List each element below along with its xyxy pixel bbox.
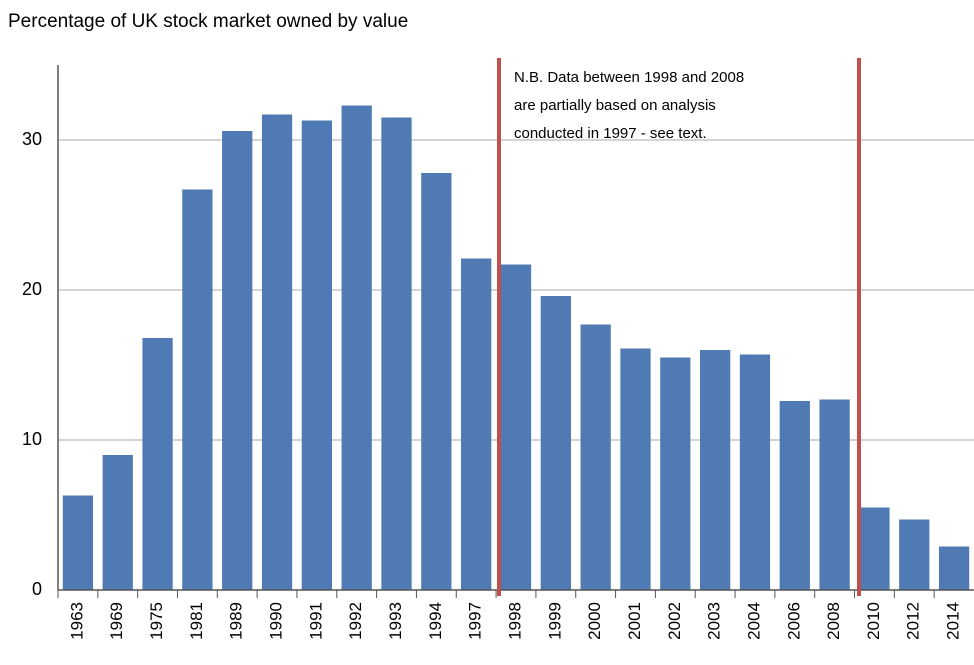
y-tick-label: 10 xyxy=(22,429,42,449)
x-tick-label: 2002 xyxy=(665,602,684,640)
chart-title: Percentage of UK stock market owned by v… xyxy=(8,11,408,32)
x-tick-label: 1997 xyxy=(466,602,485,640)
bar xyxy=(580,324,611,590)
x-tick-label: 2008 xyxy=(824,602,843,640)
bar xyxy=(341,105,372,590)
bar xyxy=(500,264,532,590)
annotation: N.B. Data between 1998 and 2008 xyxy=(514,69,744,86)
x-tick-label: 2006 xyxy=(784,602,803,640)
bar xyxy=(819,399,850,590)
x-tick-label: 1975 xyxy=(147,602,166,640)
x-tick-label: 1992 xyxy=(346,602,365,640)
y-tick-label: 30 xyxy=(22,129,42,149)
x-tick-label: 2001 xyxy=(625,602,644,640)
bar xyxy=(381,117,412,590)
bar xyxy=(461,258,492,590)
bar xyxy=(540,296,571,590)
x-tick-label: 2012 xyxy=(904,602,923,640)
y-tick-label: 0 xyxy=(32,579,42,599)
x-tick-label: 2004 xyxy=(744,602,763,640)
bar xyxy=(301,120,333,590)
bar xyxy=(222,131,253,590)
bar xyxy=(699,350,731,590)
bar xyxy=(261,114,293,590)
x-tick-label: 2014 xyxy=(944,602,963,640)
bar xyxy=(938,546,970,590)
bar xyxy=(660,357,691,590)
x-tick-label: 1990 xyxy=(267,602,286,640)
x-tick-label: 1989 xyxy=(227,602,246,640)
x-tick-label: 2000 xyxy=(585,602,604,640)
x-tick-label: 2003 xyxy=(705,602,724,640)
bar xyxy=(421,173,452,590)
x-tick-label: 1994 xyxy=(426,602,445,640)
x-tick-label: 2010 xyxy=(864,602,883,640)
annotation: conducted in 1997 - see text. xyxy=(514,125,707,142)
x-tick-label: 1999 xyxy=(545,602,564,640)
bar xyxy=(102,455,133,590)
plot-area: 0 10 20 30 1963 1969 1975 1981 1989 1990 1991 1992 1… xyxy=(22,65,974,640)
y-tick-label: 20 xyxy=(22,279,42,299)
bar xyxy=(182,189,213,590)
x-tick-label: 1993 xyxy=(386,602,405,640)
x-tick-label: 1991 xyxy=(306,602,325,640)
bar xyxy=(62,495,94,590)
bar xyxy=(899,519,930,590)
bar xyxy=(779,401,810,590)
bar xyxy=(859,507,890,590)
x-tick-label: 1998 xyxy=(505,602,524,640)
x-tick-label: 1981 xyxy=(187,602,206,640)
annotation: are partially based on analysis xyxy=(514,97,716,114)
x-tick-label: 1969 xyxy=(107,602,126,640)
bar xyxy=(620,348,651,590)
bar xyxy=(142,338,173,590)
bar xyxy=(739,354,771,590)
x-tick-label: 1963 xyxy=(67,602,86,640)
